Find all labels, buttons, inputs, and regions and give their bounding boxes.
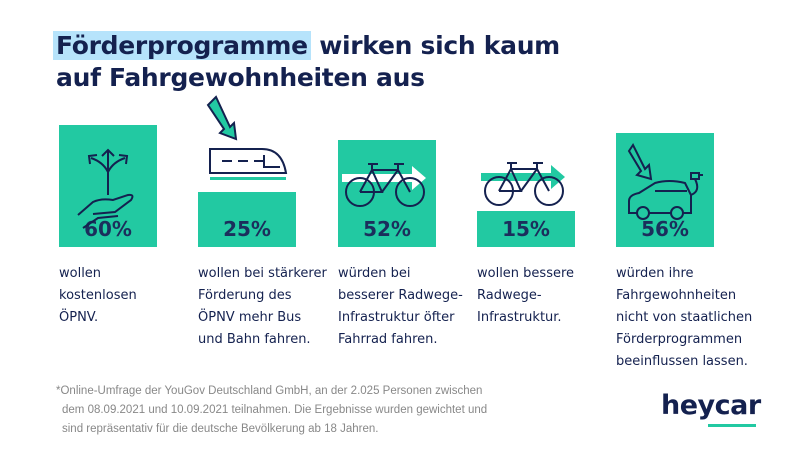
footnote-line: dem 08.09.2021 und 10.09.2021 teilnahmen… xyxy=(62,404,488,416)
bar-description: würden bei besserer Radwege- Infrastruktur… xyxy=(338,263,478,351)
description-line: Fahrgewohnheiten xyxy=(616,288,737,303)
description-line: Infrastruktur. xyxy=(477,310,562,325)
title-highlight: Förderprogramme xyxy=(53,31,311,60)
bar-value-label: 15% xyxy=(502,217,550,241)
description-line: würden ihre xyxy=(616,266,694,281)
description-line: wollen bessere xyxy=(477,266,575,281)
footnote: *Online-Umfrage der YouGov Deutschland G… xyxy=(56,382,616,439)
description-line: wollen bei stärkerer xyxy=(198,266,327,281)
bar: 60% xyxy=(59,125,157,247)
bicycle-arrow-icon xyxy=(481,159,571,213)
description-line: würden bei xyxy=(338,266,411,281)
bar-value-label: 25% xyxy=(223,217,271,241)
footnote-line: sind repräsentativ für die deutsche Bevö… xyxy=(62,423,379,435)
description-line: ÖPNV. xyxy=(59,310,99,325)
bar: 25% xyxy=(198,191,296,247)
description-line: kostenlosen xyxy=(59,288,137,303)
description-line: und Bahn fahren. xyxy=(198,332,311,347)
hand-arrows-icon xyxy=(73,140,143,234)
description-line: beeinflussen lassen. xyxy=(616,354,748,369)
description-line: Radwege- xyxy=(477,288,542,303)
bar-value-label: 52% xyxy=(363,217,411,241)
bar-description: wollen bei stärkerer Förderung des ÖPNV me… xyxy=(198,263,338,351)
heycar-logo: heycar xyxy=(661,390,761,421)
bicycle-arrow-icon xyxy=(342,160,432,214)
bar-description: wollen bessere Radwege- Infrastruktur. xyxy=(477,263,617,329)
description-line: Förderprogrammen xyxy=(616,332,743,347)
title-line2: auf Fahrgewohnheiten aus xyxy=(56,63,425,92)
description-line: besserer Radwege- xyxy=(338,288,463,303)
bar-description: wollen kostenlosen ÖPNV. xyxy=(59,263,199,329)
bar: 15% xyxy=(477,210,575,247)
electric-car-icon xyxy=(625,142,705,227)
bar-description: würden ihre Fahrgewohnheiten nicht von sta… xyxy=(616,263,756,373)
bar-value-label: 56% xyxy=(641,217,689,241)
description-line: wollen xyxy=(59,266,102,281)
train-icon xyxy=(202,94,292,194)
description-line: Infrastruktur öfter xyxy=(338,310,455,325)
page-title: Förderprogramme wirken sich kaum auf Fahr… xyxy=(53,30,560,94)
description-line: nicht von staatlichen xyxy=(616,310,753,325)
description-line: Fahrrad fahren. xyxy=(338,332,438,347)
footnote-line: *Online-Umfrage der YouGov Deutschland G… xyxy=(56,385,483,397)
logo-underline xyxy=(708,424,756,427)
description-line: Förderung des xyxy=(198,288,292,303)
description-line: ÖPNV mehr Bus xyxy=(198,310,302,325)
title-line1: wirken sich kaum xyxy=(310,31,560,60)
bar: 52% xyxy=(338,140,436,247)
